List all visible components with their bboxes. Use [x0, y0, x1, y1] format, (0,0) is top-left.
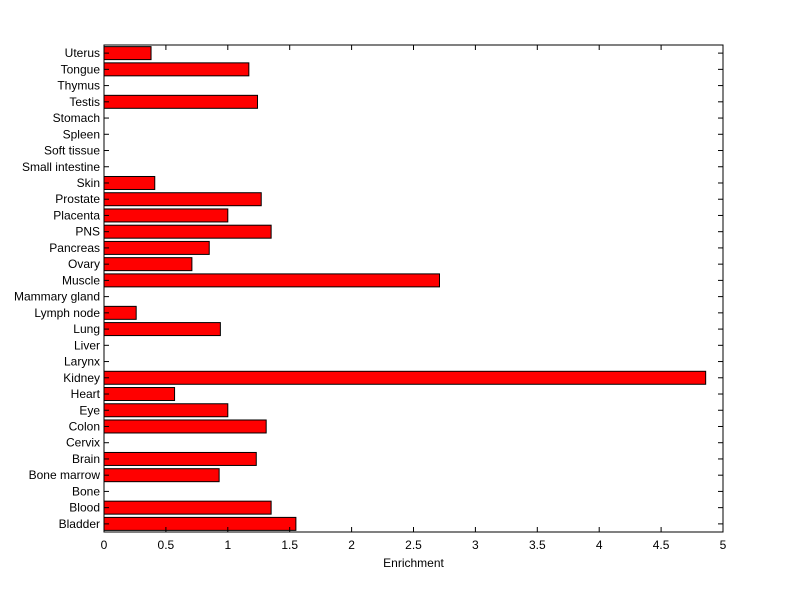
x-tick-label: 2.5 — [405, 538, 422, 552]
y-tick-label: Prostate — [55, 192, 100, 206]
y-tick-label: Stomach — [53, 111, 100, 125]
y-tick-label: Soft tissue — [44, 144, 100, 158]
y-tick-label: Liver — [74, 338, 100, 352]
y-tick-label: Tongue — [61, 62, 101, 76]
y-tick-label: Mammary gland — [14, 290, 100, 304]
y-tick-label: Small intestine — [22, 160, 100, 174]
bar-brain — [103, 451, 257, 466]
y-tick-label: Larynx — [64, 355, 100, 369]
bar-pancreas — [103, 240, 210, 255]
y-tick-label: Pancreas — [49, 241, 100, 255]
bar-uterus — [103, 46, 152, 61]
y-tick-label: Testis — [69, 95, 100, 109]
x-tick-label: 1 — [224, 538, 231, 552]
x-tick-label: 3.5 — [529, 538, 546, 552]
y-tick-label: Cervix — [66, 436, 100, 450]
x-tick-label: 4.5 — [653, 538, 670, 552]
y-tick-label: Spleen — [63, 127, 100, 141]
bar-ovary — [103, 257, 193, 272]
y-tick-label: Colon — [69, 419, 100, 433]
y-tick-label: Muscle — [62, 273, 100, 287]
bar-testis — [103, 94, 259, 109]
plot-frame — [103, 44, 724, 533]
y-tick-label: Bone marrow — [29, 468, 101, 482]
y-tick-label: Lung — [73, 322, 100, 336]
bar-blood — [103, 500, 272, 515]
y-tick-label: Bladder — [59, 517, 100, 531]
bar-prostate — [103, 192, 262, 207]
bar-placenta — [103, 208, 229, 223]
bar-skin — [103, 175, 156, 190]
labels-group: Bladder Blood Bone Bone marrow Brain Cervix Co… — [14, 46, 727, 552]
y-tick-label: Ovary — [68, 257, 100, 271]
y-tick-label: Placenta — [53, 208, 100, 222]
y-tick-label: Heart — [71, 387, 101, 401]
bar-muscle — [103, 273, 440, 288]
y-tick-label: Lymph node — [34, 306, 100, 320]
bar-lung — [103, 322, 221, 337]
x-tick-label: 4 — [596, 538, 603, 552]
y-tick-label: Bone — [72, 484, 100, 498]
x-tick-label: 2 — [348, 538, 355, 552]
x-tick-label: 3 — [472, 538, 479, 552]
x-tick-label: 5 — [720, 538, 727, 552]
x-tick-label: 1.5 — [281, 538, 298, 552]
bar-bladder — [103, 516, 297, 531]
bar-colon — [103, 419, 267, 434]
y-tick-label: Eye — [79, 403, 100, 417]
bar-tongue — [103, 62, 250, 77]
bar-heart — [103, 387, 176, 402]
y-tick-label: Uterus — [65, 46, 100, 60]
x-tick-label: 0 — [101, 538, 108, 552]
x-tick-label: 0.5 — [158, 538, 175, 552]
y-tick-label: Skin — [77, 176, 100, 190]
x-axis-label: Enrichment — [383, 556, 444, 570]
y-tick-label: Kidney — [63, 371, 100, 385]
y-tick-label: PNS — [75, 225, 100, 239]
bar-eye — [103, 403, 229, 418]
y-tick-label: Brain — [72, 452, 100, 466]
bar-kidney — [103, 370, 707, 385]
y-tick-label: Blood — [69, 501, 100, 515]
bar-pns — [103, 224, 272, 239]
y-tick-label: Thymus — [57, 79, 100, 93]
bar-bone-marrow — [103, 468, 220, 483]
bars-group — [103, 46, 707, 531]
